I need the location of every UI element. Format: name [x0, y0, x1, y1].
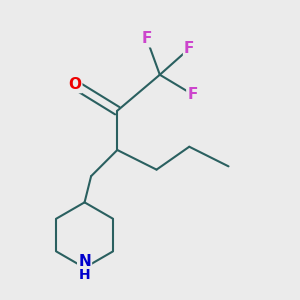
Text: H: H	[79, 268, 90, 282]
Text: O: O	[68, 77, 81, 92]
Text: N: N	[78, 254, 91, 269]
Text: F: F	[187, 87, 198, 102]
Text: F: F	[184, 41, 194, 56]
Text: F: F	[142, 31, 152, 46]
